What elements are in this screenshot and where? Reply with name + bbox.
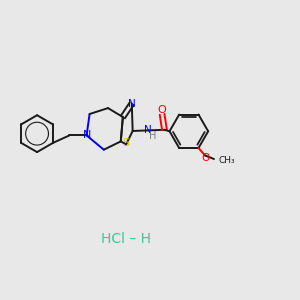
Text: N: N xyxy=(82,130,91,140)
Text: S: S xyxy=(123,139,130,148)
Text: CH₃: CH₃ xyxy=(218,156,235,165)
Text: N: N xyxy=(128,99,136,109)
Text: N: N xyxy=(144,125,152,135)
Text: O: O xyxy=(158,105,167,115)
Text: O: O xyxy=(201,153,209,163)
Text: H: H xyxy=(149,131,157,141)
Text: HCl – H: HCl – H xyxy=(101,232,151,246)
